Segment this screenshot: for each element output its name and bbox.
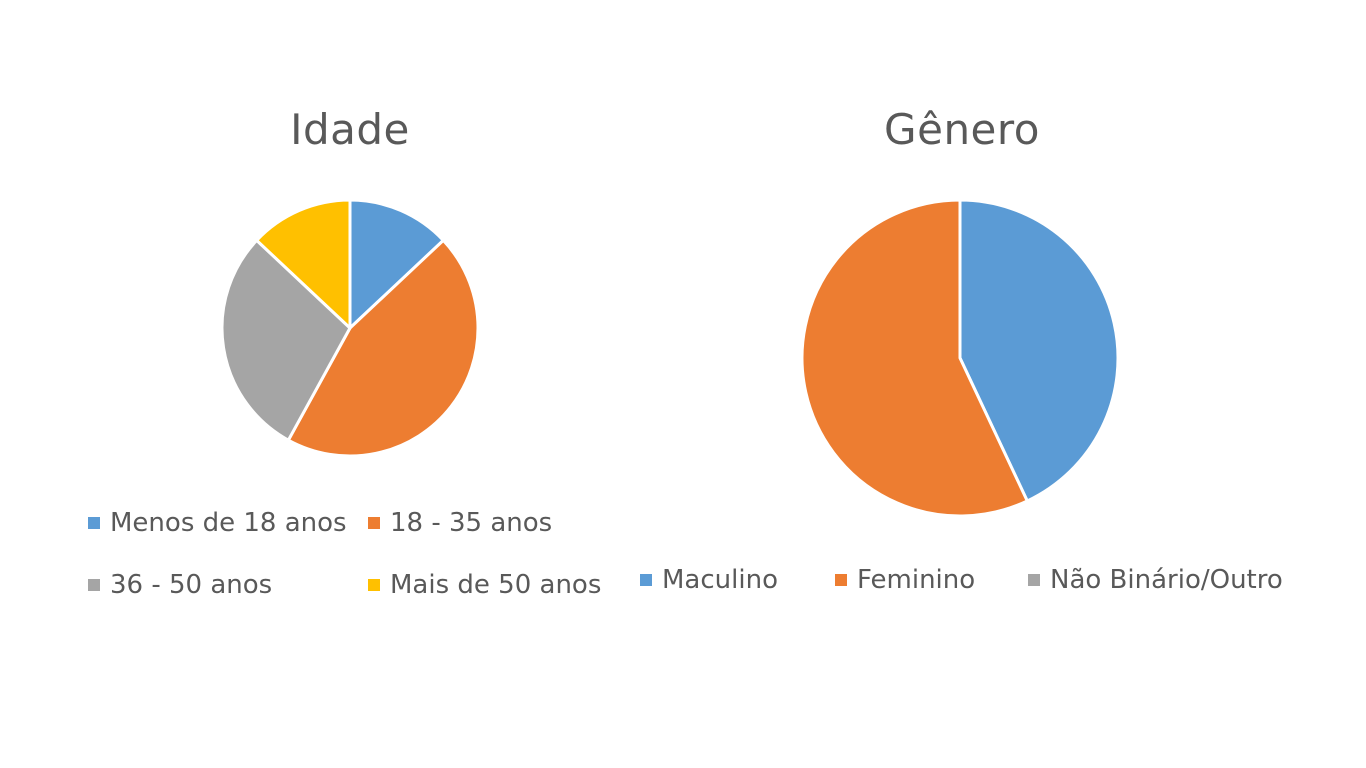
legend-label-nao-binario: Não Binário/Outro bbox=[1050, 565, 1283, 595]
legend-item-menos-18: Menos de 18 anos bbox=[88, 508, 347, 538]
chart-title-idade: Idade bbox=[290, 105, 410, 154]
legend-swatch-mais-50 bbox=[368, 579, 380, 591]
legend-item-mais-50: Mais de 50 anos bbox=[368, 570, 601, 600]
legend-label-menos-18: Menos de 18 anos bbox=[110, 508, 347, 538]
legend-swatch-maculino bbox=[640, 574, 652, 586]
idade-slice-menos-de-18-anos bbox=[348, 198, 445, 330]
legend-swatch-nao-binario bbox=[1028, 574, 1040, 586]
pie-chart-idade bbox=[220, 198, 480, 458]
legend-item-18-35: 18 - 35 anos bbox=[368, 508, 552, 538]
legend-label-feminino: Feminino bbox=[857, 565, 976, 595]
legend-label-mais-50: Mais de 50 anos bbox=[390, 570, 602, 600]
chart-title-genero: Gênero bbox=[884, 105, 1040, 154]
legend-label-36-50: 36 - 50 anos bbox=[110, 570, 273, 600]
legend-swatch-18-35 bbox=[368, 517, 380, 529]
legend-swatch-feminino bbox=[835, 574, 847, 586]
legend-item-36-50: 36 - 50 anos bbox=[88, 570, 272, 600]
legend-item-nao-binario: Não Binário/Outro bbox=[1028, 565, 1283, 595]
legend-swatch-36-50 bbox=[88, 579, 100, 591]
legend-item-maculino: Maculino bbox=[640, 565, 778, 595]
pie-chart-genero bbox=[800, 198, 1120, 518]
legend-item-feminino: Feminino bbox=[835, 565, 975, 595]
legend-label-maculino: Maculino bbox=[662, 565, 778, 595]
genero-slice-feminino bbox=[800, 198, 1029, 518]
chart-area: Idade Menos de 18 anos 18 - 35 anos 36 -… bbox=[88, 105, 1283, 600]
idade-slice-mais-de-50-anos bbox=[255, 198, 352, 330]
genero-slice-maculino bbox=[958, 198, 1120, 503]
legend-label-18-35: 18 - 35 anos bbox=[390, 508, 553, 538]
idade-slice-36-50-anos bbox=[220, 238, 352, 442]
idade-slice-18-35-anos bbox=[286, 238, 480, 458]
legend-swatch-menos-18 bbox=[88, 517, 100, 529]
